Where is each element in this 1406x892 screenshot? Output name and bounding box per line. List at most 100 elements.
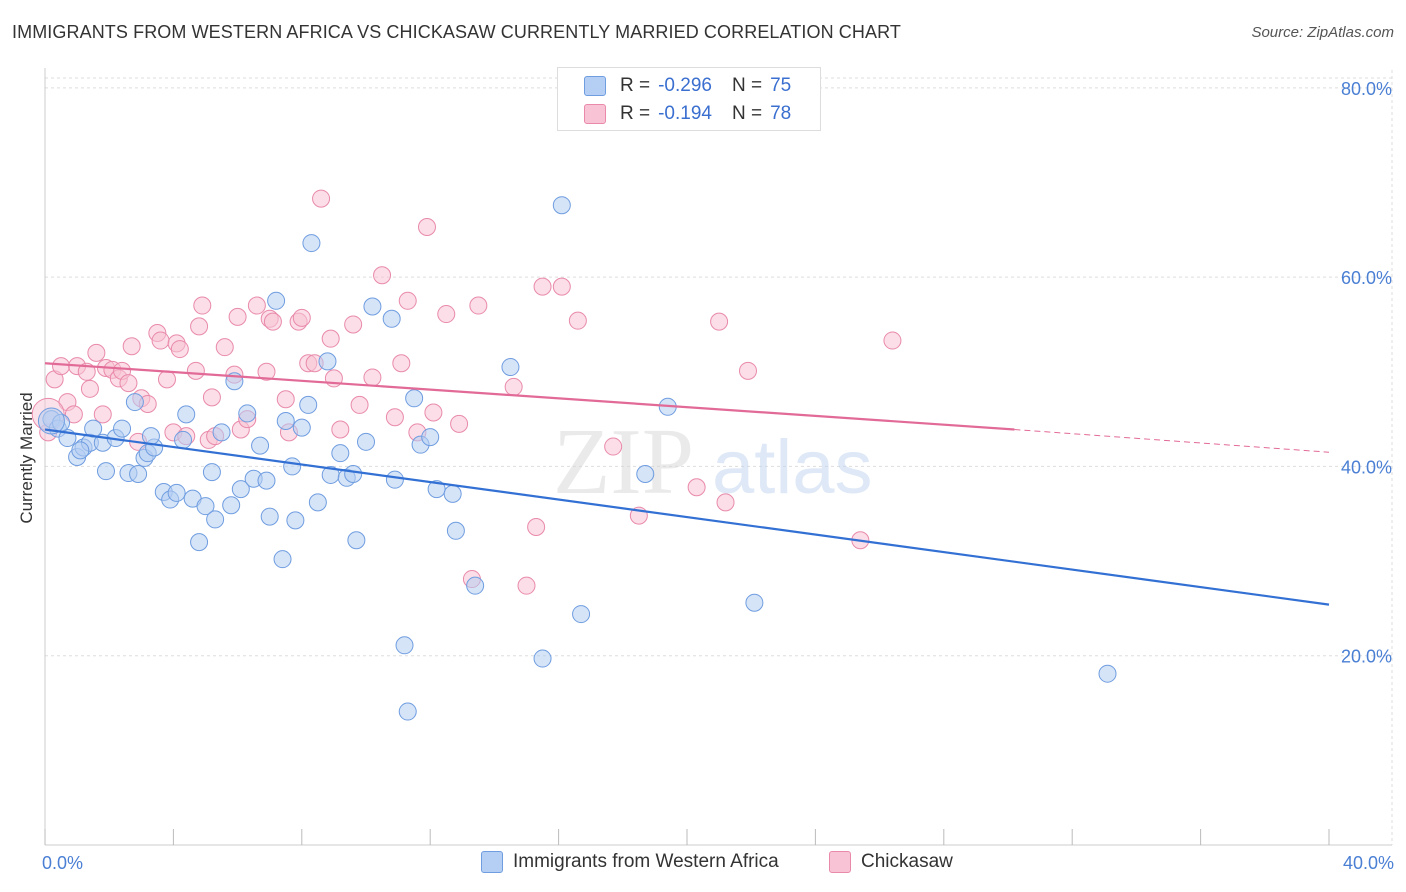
chart-title: IMMIGRANTS FROM WESTERN AFRICA VS CHICKA… [12,22,901,42]
data-point-western-africa [96,462,115,481]
trend-line-chickasaw [44,362,1015,431]
data-point-chickasaw [312,189,331,208]
data-point-western-africa [745,593,764,612]
data-point-western-africa [174,430,193,449]
chart-source: Source: ZipAtlas.com [1251,24,1394,41]
data-point-chickasaw [385,408,404,427]
trend-line-chickasaw-extension [1014,429,1330,453]
data-point-chickasaw [424,403,443,422]
data-point-chickasaw [64,405,83,424]
data-point-chickasaw [437,305,456,324]
data-point-chickasaw [276,390,295,409]
data-point-western-africa [344,465,363,483]
data-point-chickasaw [552,277,571,296]
data-point-western-africa [286,511,305,530]
data-point-western-africa [206,510,225,529]
legend-label-chickasaw: Chickasaw [861,851,953,872]
tick-labels: 20.0% 40.0% 60.0% 80.0% 0.0% 40.0% [42,79,1394,873]
data-point-western-africa [446,521,465,540]
watermark-zip: ZIP [553,410,694,514]
x-tick-label: 40.0% [1343,853,1394,873]
data-point-chickasaw [716,493,735,512]
data-point-chickasaw [604,437,623,456]
data-point-western-africa [347,531,366,550]
data-point-chickasaw [170,340,189,359]
data-point-chickasaw [122,337,141,356]
data-point-chickasaw [517,576,536,595]
legend-item-chickasaw: Chickasaw [829,851,953,873]
data-point-western-africa [466,576,485,595]
data-point-chickasaw [52,357,71,376]
data-point-western-africa [318,352,337,371]
data-point-western-africa [113,419,132,438]
data-point-chickasaw [119,374,138,393]
data-point-chickasaw [93,405,112,424]
y-tick-label: 20.0% [1341,647,1392,667]
data-point-chickasaw [292,308,311,327]
data-point-western-africa [231,480,250,499]
legend-r-label: R = [620,103,651,124]
data-point-western-africa [37,407,65,435]
data-point-western-africa [292,418,311,437]
data-point-western-africa [331,444,350,463]
data-point-chickasaw [504,377,523,396]
data-point-chickasaw [527,518,546,536]
data-point-western-africa [533,649,552,668]
x-tick-label: 0.0% [42,853,83,873]
data-point-chickasaw [373,266,392,285]
legend-n-value: 75 [770,75,792,96]
data-point-chickasaw [568,311,587,330]
data-point-chickasaw [247,296,266,315]
data-point-western-africa [501,358,520,377]
data-point-chickasaw [257,362,276,381]
data-point-western-africa [443,484,462,503]
data-point-western-africa [222,496,241,515]
data-point-western-africa [196,497,215,516]
legend-n-value: 78 [770,103,792,124]
data-point-chickasaw [392,354,411,373]
data-point-western-africa [276,412,295,430]
data-point-western-africa [636,465,655,483]
data-point-chickasaw [228,307,247,326]
data-point-western-africa [302,234,321,253]
legend-r-value: -0.194 [658,103,712,124]
y-tick-label: 40.0% [1341,457,1392,477]
data-point-western-africa [357,432,375,451]
data-point-western-africa [363,297,382,316]
data-point-western-africa [251,436,270,455]
trend-lines [44,362,1330,606]
data-point-chickasaw [321,329,340,348]
data-point-western-africa [125,393,144,412]
data-point-chickasaw [344,315,363,334]
y-tick-label: 80.0% [1341,79,1392,99]
legend-swatch-blue [481,851,503,873]
legend-swatch-blue [584,76,606,96]
data-point-chickasaw [202,388,221,407]
data-point-western-africa [267,291,286,310]
data-point-western-africa [299,395,318,414]
data-point-chickasaw [190,317,209,336]
data-point-western-africa [260,507,279,526]
data-point-chickasaw [883,331,902,350]
data-point-western-africa [167,483,186,502]
legend-label-western-africa: Immigrants from Western Africa [513,851,779,872]
series-chickasaw-points [31,189,902,595]
data-point-western-africa [129,465,148,483]
data-point-chickasaw [469,296,488,315]
watermark-atlas: atlas [712,425,873,510]
data-point-chickasaw [710,312,729,331]
legend-r-label: R = [620,75,651,96]
data-point-western-africa [395,636,414,655]
data-point-chickasaw [157,370,176,389]
legend-item-western-africa: Immigrants from Western Africa [481,851,779,873]
data-point-chickasaw [80,379,99,398]
data-point-chickasaw [193,296,212,315]
series-western-africa-points [37,196,1117,721]
data-point-chickasaw [738,361,757,380]
data-point-western-africa [177,405,196,424]
data-point-western-africa [202,463,221,482]
data-point-chickasaw [151,331,170,350]
data-point-chickasaw [687,478,706,497]
data-point-western-africa [421,428,440,447]
